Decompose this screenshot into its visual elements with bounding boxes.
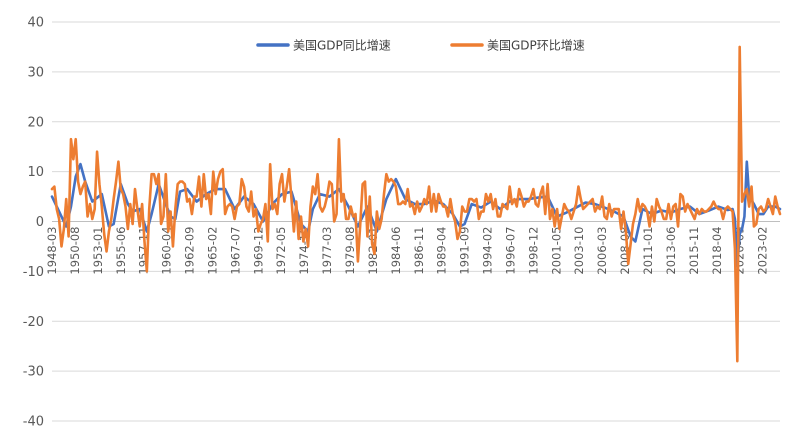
- y-tick-label: 30: [27, 65, 44, 80]
- x-tick-label: 1948-03: [45, 227, 59, 275]
- legend: 美国GDP同比增速 美国GDP环比增速: [256, 39, 585, 53]
- y-tick-label: 40: [27, 16, 44, 31]
- x-tick-label: 1996-07: [503, 227, 517, 275]
- x-tick-label: 1955-06: [114, 227, 128, 275]
- x-tick-label: 1977-03: [320, 227, 334, 275]
- x-tick-label: 1962-09: [183, 227, 197, 275]
- x-tick-label: 2013-06: [664, 227, 678, 275]
- x-tick-label: 1979-08: [343, 227, 357, 275]
- series-lines: [50, 45, 782, 363]
- x-tick-label: 1998-12: [526, 227, 540, 275]
- x-tick-label: 1960-04: [160, 227, 174, 275]
- x-tick-label: 2023-02: [756, 227, 770, 275]
- y-tick-label: 0: [36, 215, 44, 230]
- x-tick-label: 1986-11: [412, 227, 426, 275]
- gridlines: [52, 21, 780, 422]
- series-line-2: [50, 45, 782, 363]
- y-tick-label: 10: [27, 165, 44, 180]
- x-tick-label: 1965-02: [205, 227, 219, 275]
- legend-label-2: 美国GDP环比增速: [487, 39, 585, 53]
- x-tick-label: 2001-05: [549, 227, 563, 275]
- y-tick-label: 20: [27, 115, 44, 130]
- x-tick-label: 2015-11: [687, 227, 701, 275]
- y-tick-label: -40: [23, 415, 44, 430]
- x-tick-label: 1953-01: [91, 227, 105, 275]
- x-tick-label: 1967-07: [228, 227, 242, 275]
- x-tick-label: 1950-08: [68, 227, 82, 275]
- y-axis-ticks: -40 -30 -20 -10 0 10 20 30 40: [23, 16, 44, 430]
- x-tick-label: 2006-03: [595, 227, 609, 275]
- x-tick-label: 2003-10: [572, 227, 586, 275]
- y-tick-label: -20: [23, 315, 44, 330]
- x-tick-label: 1991-09: [458, 227, 472, 275]
- x-tick-label: 2018-04: [710, 227, 724, 275]
- y-tick-label: -30: [23, 365, 44, 380]
- x-tick-label: 1972-05: [274, 227, 288, 275]
- x-tick-label: 1994-02: [481, 227, 495, 275]
- x-tick-label: 1969-12: [251, 227, 265, 275]
- x-tick-label: 1984-06: [389, 227, 403, 275]
- y-tick-label: -10: [23, 265, 44, 280]
- legend-label-1: 美国GDP同比增速: [293, 39, 391, 53]
- x-tick-label: 1989-04: [435, 227, 449, 275]
- x-tick-label: 2011-01: [641, 227, 655, 275]
- x-axis-ticks: 1948-03 1950-08 1953-01 1955-06 1957-11 1960-…: [45, 227, 770, 275]
